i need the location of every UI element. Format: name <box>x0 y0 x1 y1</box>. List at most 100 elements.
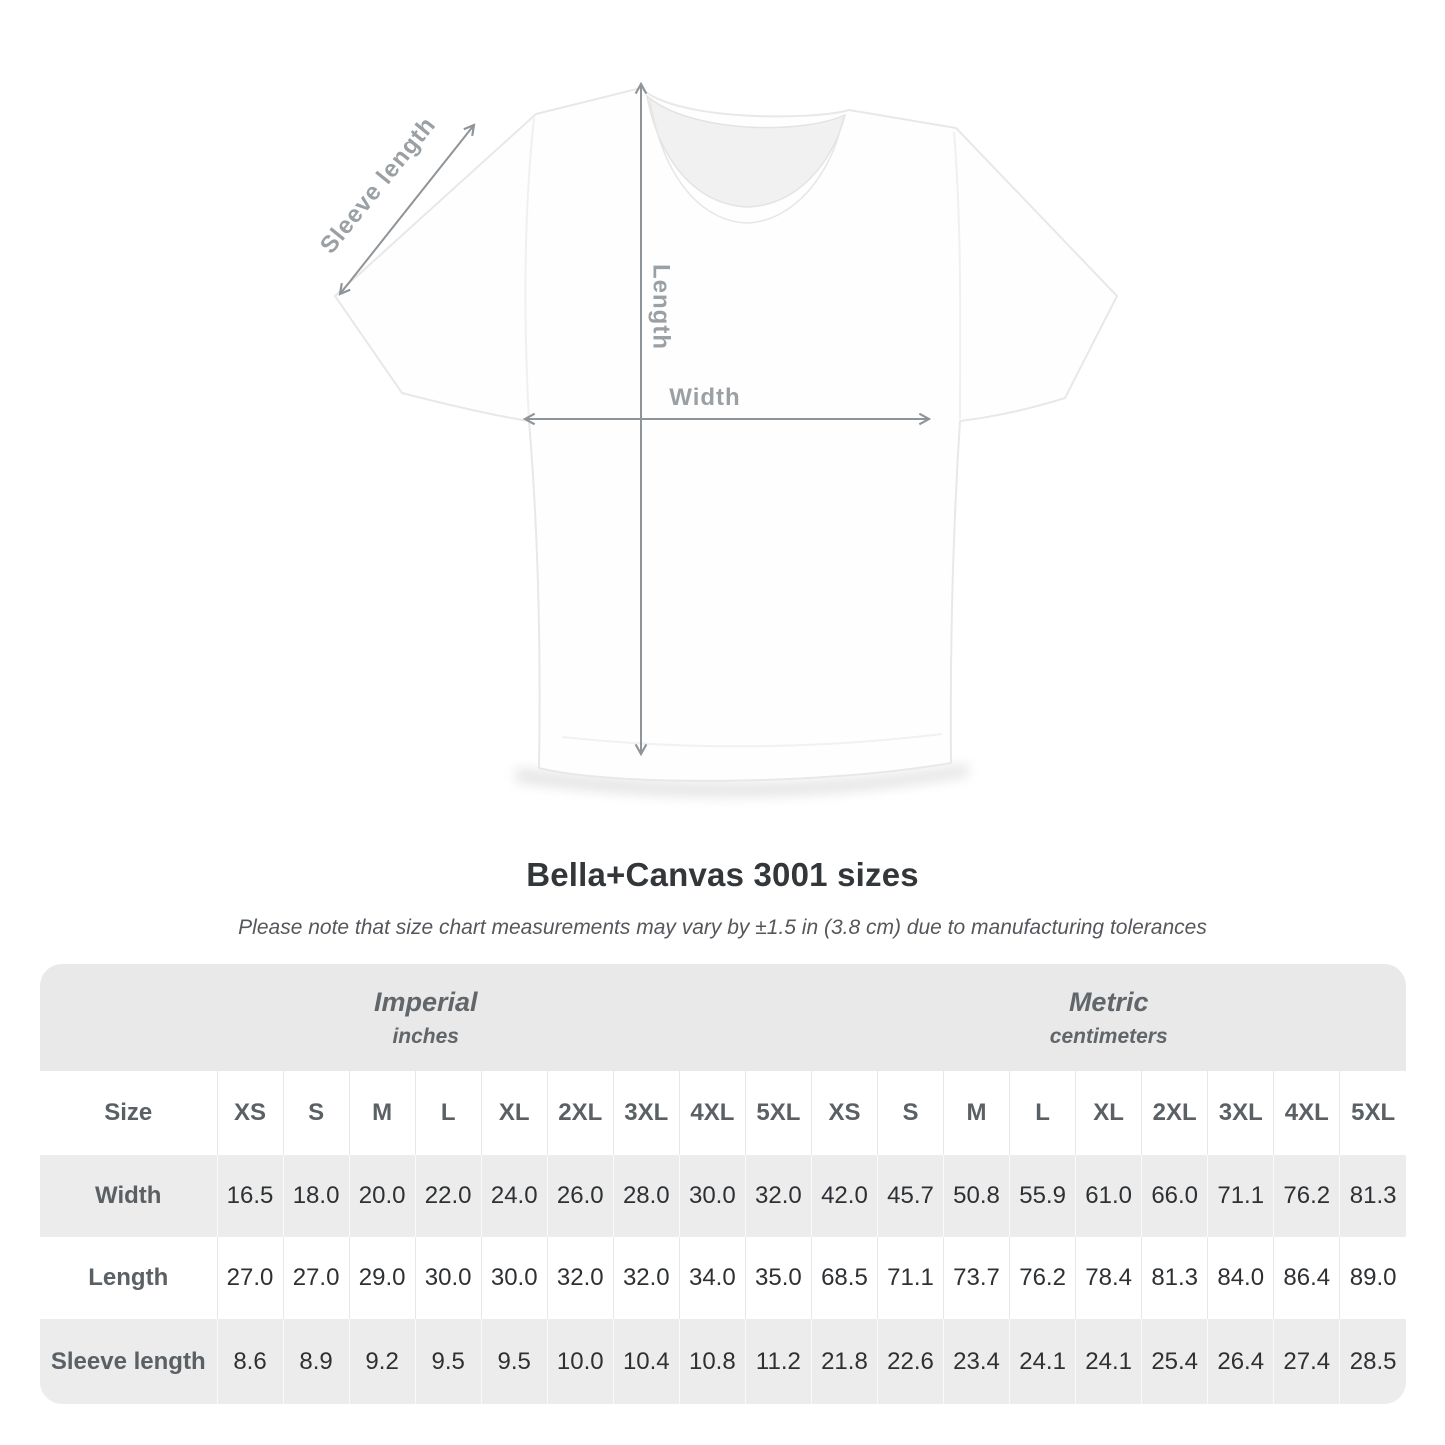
cell-metric-4xl: 27.4 <box>1273 1319 1340 1404</box>
length-label: Length <box>648 264 675 350</box>
cell-imperial-xl: 24.0 <box>480 1155 548 1237</box>
cell-imperial-4xl: 10.8 <box>678 1319 746 1404</box>
size-header-metric-5xl: 5XL <box>1339 1071 1406 1155</box>
width-label: Width <box>669 384 740 411</box>
cell-imperial-4xl: 30.0 <box>678 1155 746 1237</box>
page-title: Bella+Canvas 3001 sizes <box>526 856 919 893</box>
cell-imperial-s: 27.0 <box>282 1237 350 1319</box>
size-chart-table: Imperial inches Metric centimeters Size … <box>40 964 1406 1404</box>
sleeve-length-arrow <box>338 123 476 296</box>
cell-metric-3xl: 71.1 <box>1207 1155 1274 1237</box>
size-header-metric-3xl: 3XL <box>1207 1071 1274 1155</box>
cell-metric-s: 71.1 <box>876 1237 944 1319</box>
cell-metric-s: 45.7 <box>876 1155 944 1237</box>
neck-opening <box>645 94 847 208</box>
size-header-imperial-4xl: 4XL <box>678 1071 746 1155</box>
size-header-metric-4xl: 4XL <box>1273 1071 1340 1155</box>
cell-imperial-5xl: 35.0 <box>744 1237 812 1319</box>
cell-metric-xs: 68.5 <box>810 1237 878 1319</box>
cell-metric-4xl: 76.2 <box>1273 1155 1340 1237</box>
unit-group-row: Imperial inches Metric centimeters <box>40 964 1406 1071</box>
cell-metric-l: 55.9 <box>1009 1155 1076 1237</box>
cell-imperial-s: 8.9 <box>282 1319 350 1404</box>
row-label: Sleeve length <box>40 1319 217 1404</box>
table-row-length: Length 27.0 27.0 29.0 30.0 30.0 32.0 32.0 34.0 35… <box>40 1237 1406 1319</box>
cell-imperial-l: 22.0 <box>414 1155 482 1237</box>
size-header-imperial-l: L <box>414 1071 482 1155</box>
tshirt-measurement-diagram: Sleeve length Length Width <box>315 81 1118 797</box>
cell-metric-m: 23.4 <box>943 1319 1010 1404</box>
size-header-imperial-xs: XS <box>216 1071 284 1155</box>
size-header-imperial-5xl: 5XL <box>744 1071 812 1155</box>
metric-label: Metric <box>1068 986 1149 1017</box>
size-header-imperial-s: S <box>282 1071 350 1155</box>
cell-metric-l: 24.1 <box>1009 1319 1076 1404</box>
cell-imperial-5xl: 11.2 <box>744 1319 812 1404</box>
cell-imperial-xs: 16.5 <box>216 1155 284 1237</box>
cell-metric-3xl: 84.0 <box>1207 1237 1274 1319</box>
cell-imperial-xs: 27.0 <box>216 1237 284 1319</box>
size-header-metric-s: S <box>876 1071 944 1155</box>
size-table: Imperial inches Metric centimeters Size … <box>40 964 1406 1404</box>
metric-group-header: Metric centimeters <box>811 964 1406 1071</box>
cell-metric-3xl: 26.4 <box>1207 1319 1274 1404</box>
cell-metric-5xl: 28.5 <box>1339 1319 1406 1404</box>
cell-imperial-s: 18.0 <box>282 1155 350 1237</box>
cell-metric-xl: 61.0 <box>1075 1155 1142 1237</box>
size-header-imperial-3xl: 3XL <box>612 1071 680 1155</box>
cell-imperial-3xl: 28.0 <box>612 1155 680 1237</box>
cell-metric-5xl: 89.0 <box>1339 1237 1406 1319</box>
size-header-row: Size XS S M L XL 2XL 3XL 4XL 5XL XS S M L XL 2XL 3XL 4XL… <box>40 1071 1406 1155</box>
cell-metric-m: 50.8 <box>943 1155 1010 1237</box>
imperial-sublabel: inches <box>392 1024 459 1048</box>
cell-metric-2xl: 81.3 <box>1141 1237 1208 1319</box>
cell-imperial-m: 29.0 <box>348 1237 416 1319</box>
cell-metric-4xl: 86.4 <box>1273 1237 1340 1319</box>
tshirt-illustration <box>334 87 1118 782</box>
cell-imperial-2xl: 26.0 <box>546 1155 614 1237</box>
cell-imperial-2xl: 32.0 <box>546 1237 614 1319</box>
cell-metric-l: 76.2 <box>1009 1237 1076 1319</box>
cell-imperial-2xl: 10.0 <box>546 1319 614 1404</box>
cell-metric-s: 22.6 <box>876 1319 944 1404</box>
cell-metric-xs: 21.8 <box>810 1319 878 1404</box>
cell-metric-2xl: 25.4 <box>1141 1319 1208 1404</box>
cell-metric-xs: 42.0 <box>810 1155 878 1237</box>
size-header-metric-xl: XL <box>1075 1071 1142 1155</box>
cell-metric-m: 73.7 <box>943 1237 1010 1319</box>
collar-band <box>649 99 844 224</box>
size-header-metric-m: M <box>943 1071 1010 1155</box>
cell-imperial-5xl: 32.0 <box>744 1155 812 1237</box>
imperial-label: Imperial <box>373 986 478 1017</box>
row-label: Length <box>40 1237 217 1319</box>
cell-imperial-m: 20.0 <box>348 1155 416 1237</box>
size-header-metric-l: L <box>1009 1071 1076 1155</box>
cell-metric-2xl: 66.0 <box>1141 1155 1208 1237</box>
cell-imperial-4xl: 34.0 <box>678 1237 746 1319</box>
hem-shadow <box>516 764 968 797</box>
cell-imperial-xl: 30.0 <box>480 1237 548 1319</box>
size-header-metric-xs: XS <box>810 1071 878 1155</box>
cell-imperial-3xl: 10.4 <box>612 1319 680 1404</box>
tolerance-note: Please note that size chart measurements… <box>238 916 1207 939</box>
size-header-imperial-xl: XL <box>480 1071 548 1155</box>
cell-imperial-m: 9.2 <box>348 1319 416 1404</box>
cell-metric-xl: 24.1 <box>1075 1319 1142 1404</box>
cell-metric-5xl: 81.3 <box>1339 1155 1406 1237</box>
cell-imperial-l: 9.5 <box>414 1319 482 1404</box>
cell-imperial-xl: 9.5 <box>480 1319 548 1404</box>
size-header-imperial-2xl: 2XL <box>546 1071 614 1155</box>
cell-metric-xl: 78.4 <box>1075 1237 1142 1319</box>
cell-imperial-3xl: 32.0 <box>612 1237 680 1319</box>
table-row-sleeve-length: Sleeve length 8.6 8.9 9.2 9.5 9.5 10.0 10.4 10.8… <box>40 1319 1406 1404</box>
size-header-metric-2xl: 2XL <box>1141 1071 1208 1155</box>
cell-imperial-xs: 8.6 <box>216 1319 284 1404</box>
cell-imperial-l: 30.0 <box>414 1237 482 1319</box>
row-label: Width <box>40 1155 217 1237</box>
size-header-imperial-m: M <box>348 1071 416 1155</box>
table-row-width: Width 16.5 18.0 20.0 22.0 24.0 26.0 28.0 30.0 32.… <box>40 1155 1406 1237</box>
imperial-group-header: Imperial inches <box>40 964 812 1071</box>
size-column-header: Size <box>40 1071 217 1155</box>
metric-sublabel: centimeters <box>1049 1024 1168 1048</box>
